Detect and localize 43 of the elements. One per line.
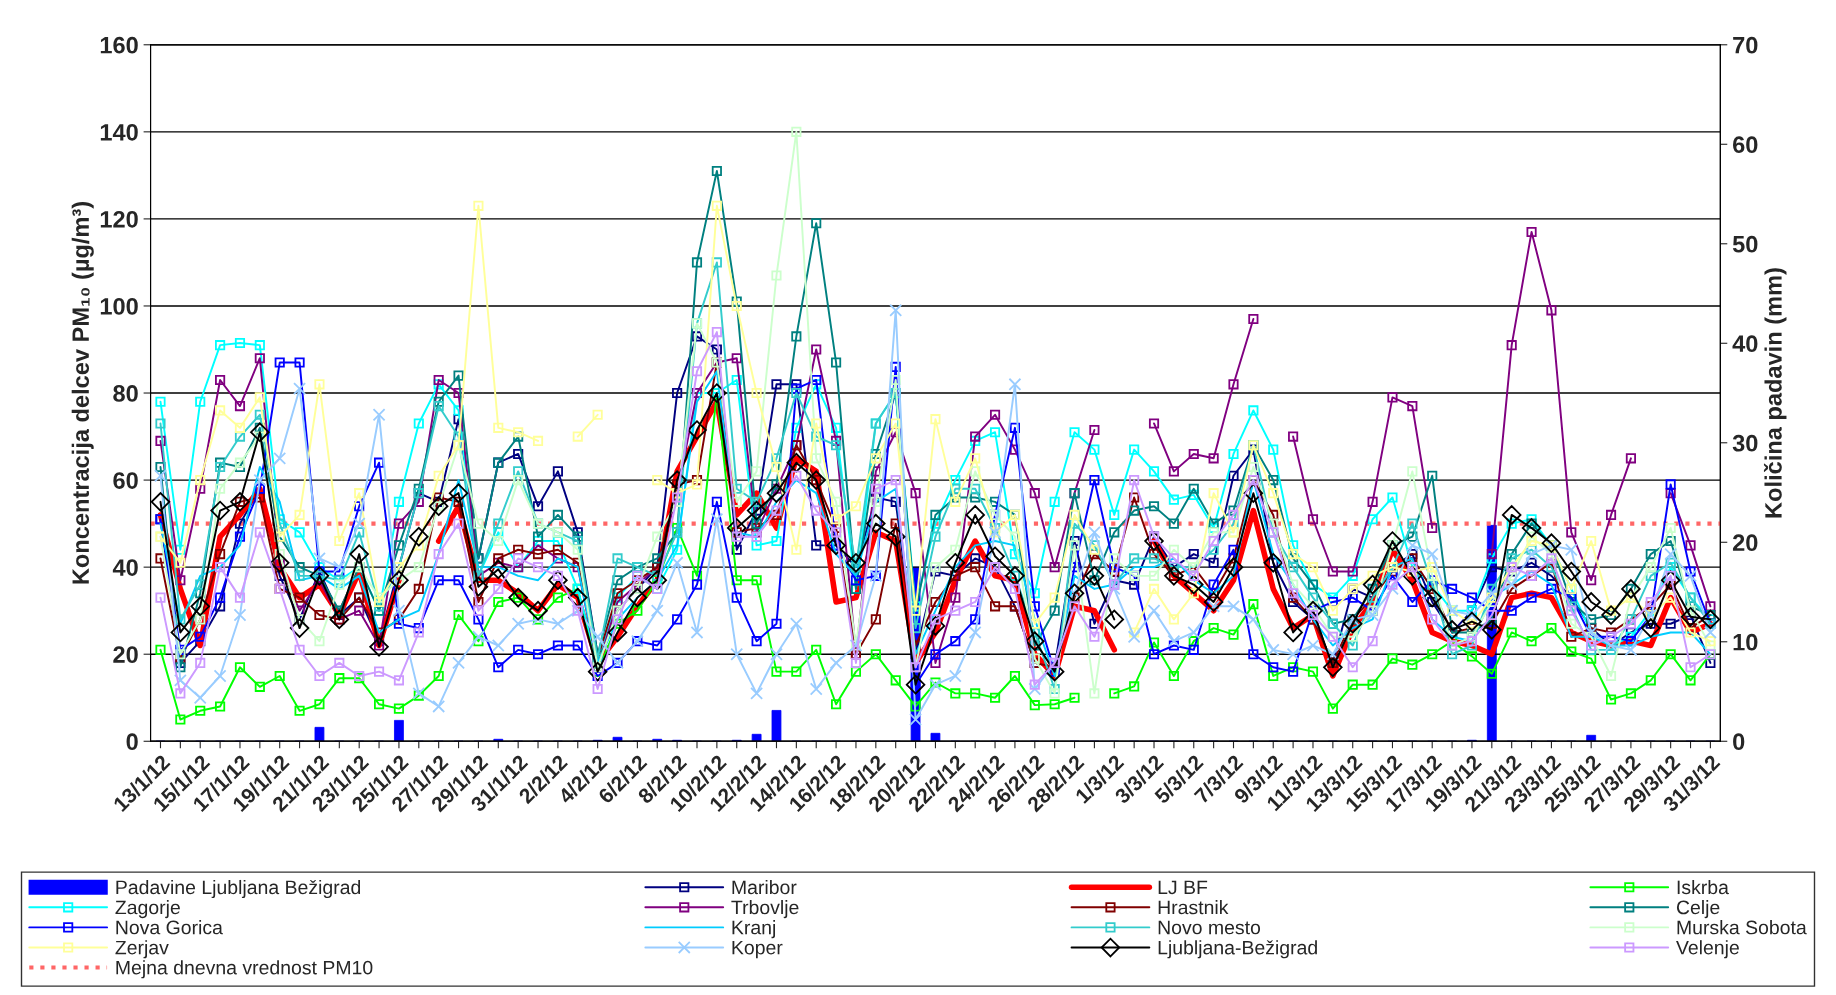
bar [612,736,623,742]
y-tick-label: 160 [100,36,138,54]
y2-tick-label: 0 [1733,733,1745,751]
bar [751,733,762,742]
y-tick-label: 120 [100,210,138,228]
y2-tick-label: 20 [1732,534,1758,552]
legend-label: Nova Gorica [116,920,223,935]
y-tick-label: 140 [100,123,138,141]
bar [771,710,782,742]
bar [930,732,941,742]
y-axis-title: Koncentracija delcev PM₁₀ (µg/m³) [71,202,94,584]
y2-tick-label: 30 [1732,434,1758,452]
y2-tick-label: 40 [1732,335,1758,353]
y-tick-label: 20 [113,646,138,663]
legend-label: Zerjav [115,940,169,959]
legend-label: Velenje [1676,940,1739,959]
y2-tick-label: 10 [1733,633,1758,651]
legend-label: LJ BF [1158,880,1208,895]
y-tick-label: 0 [126,733,138,751]
legend-label: Koper [732,940,783,959]
legend-label: Ljubljana-Bežigrad [1158,940,1317,959]
y2-tick-label: 50 [1732,235,1758,253]
y-tick-label: 40 [112,559,138,576]
legend-label: Murska Sobota [1677,920,1807,935]
legend-label: Maribor [732,879,797,895]
bar [1586,734,1597,742]
legend-label: Trbovlje [731,900,799,919]
y2-tick-label: 60 [1733,136,1758,154]
legend-label: Hrastnik [1158,900,1229,915]
legend-label: Celje [1676,900,1720,919]
y-tick-label: 100 [100,298,138,315]
y2-tick-label: 70 [1733,36,1758,54]
y-tick-label: 60 [113,472,138,489]
legend-label: Kranj [732,920,776,939]
bar [314,726,325,742]
y2-axis-title: Količina padavin (mm) [1763,268,1787,518]
legend-label: Padavine Ljubljana Bežigrad [116,879,361,899]
legend-label: Zagorje [115,900,180,919]
y-tick-label: 80 [113,385,138,402]
legend-label: Novo mesto [1158,920,1261,935]
bar [394,719,404,742]
legend-label: Mejna dnevna vrednost PM10 [116,960,373,979]
legend-label: Iskrba [1677,879,1729,895]
